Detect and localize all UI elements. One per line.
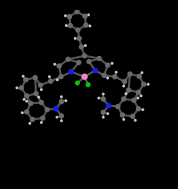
Circle shape (38, 82, 43, 88)
Circle shape (58, 74, 64, 79)
Circle shape (141, 71, 143, 74)
Circle shape (136, 106, 141, 111)
Circle shape (137, 74, 142, 79)
Circle shape (32, 75, 38, 80)
Circle shape (23, 98, 25, 101)
Circle shape (141, 82, 146, 87)
Circle shape (92, 68, 98, 73)
Circle shape (44, 107, 50, 112)
Circle shape (84, 44, 87, 47)
Circle shape (59, 113, 64, 119)
Circle shape (68, 23, 73, 28)
Circle shape (37, 96, 40, 99)
Circle shape (86, 82, 91, 87)
Circle shape (87, 13, 90, 16)
Circle shape (141, 108, 144, 111)
Circle shape (53, 106, 59, 112)
Circle shape (86, 59, 92, 64)
Circle shape (68, 69, 74, 75)
Circle shape (122, 118, 125, 121)
Circle shape (60, 119, 63, 122)
Circle shape (48, 78, 53, 84)
Circle shape (131, 98, 137, 103)
Circle shape (102, 93, 105, 95)
Circle shape (122, 85, 125, 88)
Circle shape (112, 74, 117, 79)
Circle shape (22, 75, 25, 78)
Circle shape (101, 96, 106, 102)
Circle shape (24, 93, 29, 98)
Circle shape (105, 62, 110, 68)
Circle shape (121, 96, 126, 102)
Circle shape (83, 22, 89, 28)
Circle shape (106, 77, 109, 79)
Circle shape (15, 86, 18, 89)
Circle shape (97, 97, 100, 99)
Circle shape (101, 110, 106, 115)
Circle shape (28, 122, 31, 125)
Circle shape (40, 121, 43, 124)
Circle shape (102, 116, 105, 119)
Circle shape (74, 37, 77, 40)
Circle shape (101, 73, 107, 78)
Circle shape (106, 112, 109, 115)
Circle shape (134, 119, 137, 122)
Circle shape (137, 97, 139, 99)
Circle shape (74, 9, 80, 14)
Circle shape (82, 13, 88, 19)
Circle shape (56, 78, 59, 81)
Circle shape (64, 99, 67, 102)
Circle shape (77, 36, 82, 41)
Circle shape (75, 81, 80, 85)
Circle shape (111, 62, 114, 65)
Circle shape (147, 83, 150, 86)
Circle shape (48, 75, 51, 78)
Circle shape (24, 109, 29, 115)
Circle shape (57, 63, 62, 69)
Circle shape (65, 57, 71, 62)
Circle shape (80, 1, 83, 3)
Circle shape (40, 115, 45, 121)
Circle shape (28, 101, 33, 106)
Circle shape (81, 74, 88, 80)
Circle shape (60, 95, 63, 98)
Circle shape (96, 56, 102, 61)
Circle shape (136, 90, 141, 95)
Circle shape (72, 1, 75, 4)
Circle shape (30, 117, 35, 122)
Circle shape (122, 79, 127, 84)
Circle shape (126, 87, 131, 93)
Circle shape (130, 114, 135, 119)
Circle shape (25, 100, 28, 103)
Circle shape (76, 60, 82, 65)
Circle shape (79, 44, 84, 50)
Circle shape (40, 88, 43, 91)
Circle shape (75, 0, 80, 5)
Circle shape (59, 99, 64, 104)
Circle shape (33, 91, 39, 96)
Circle shape (19, 85, 24, 91)
Circle shape (64, 14, 67, 17)
Circle shape (67, 14, 72, 19)
Circle shape (127, 71, 133, 77)
Circle shape (106, 103, 111, 108)
Circle shape (56, 116, 58, 119)
Circle shape (140, 94, 143, 97)
Circle shape (65, 24, 68, 27)
Circle shape (115, 71, 118, 74)
Circle shape (39, 100, 44, 105)
Circle shape (75, 27, 80, 33)
Circle shape (21, 111, 24, 114)
Circle shape (115, 104, 121, 109)
Circle shape (23, 77, 28, 82)
Circle shape (125, 92, 127, 95)
Circle shape (88, 25, 91, 27)
Circle shape (120, 112, 125, 118)
Circle shape (82, 53, 87, 58)
Circle shape (53, 63, 56, 66)
